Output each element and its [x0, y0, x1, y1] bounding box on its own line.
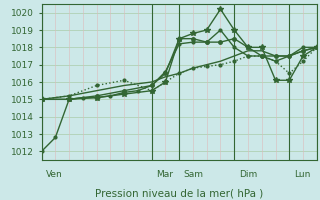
Text: Dim: Dim: [239, 170, 257, 179]
Text: Sam: Sam: [184, 170, 204, 179]
Text: Mar: Mar: [156, 170, 173, 179]
Text: Ven: Ven: [46, 170, 63, 179]
Text: Lun: Lun: [294, 170, 310, 179]
Text: Pression niveau de la mer( hPa ): Pression niveau de la mer( hPa ): [95, 188, 263, 198]
